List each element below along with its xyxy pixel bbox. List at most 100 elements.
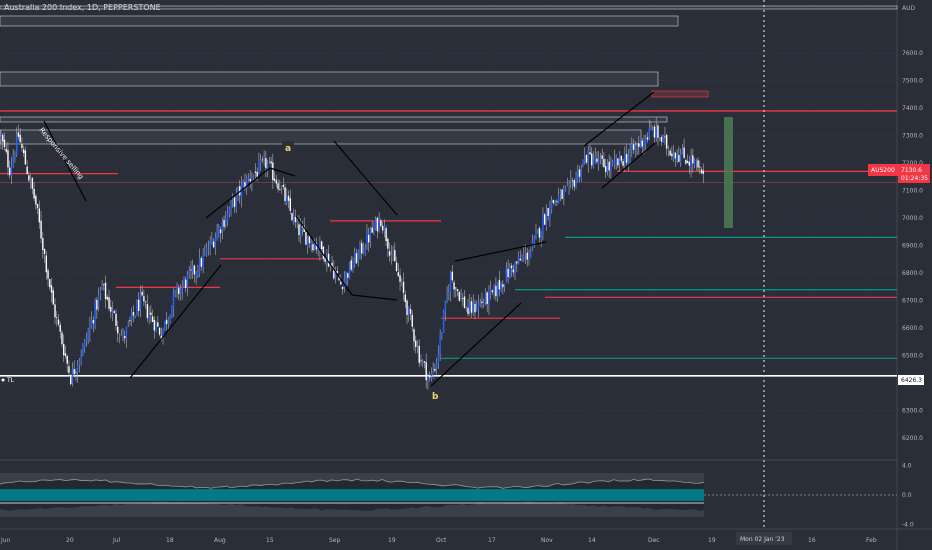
price-tick-label: 7000.0	[902, 215, 923, 222]
candle-body	[228, 209, 230, 215]
candle-body	[137, 299, 140, 311]
candle-body	[634, 146, 636, 152]
candle-body	[178, 288, 180, 294]
candle-body	[80, 356, 82, 361]
target-box[interactable]	[724, 117, 733, 228]
candle-body	[273, 178, 276, 181]
candle-body	[315, 243, 318, 250]
candle-body	[381, 225, 384, 231]
price-axis: 6200.06300.06400.06500.06600.06700.06800…	[902, 50, 923, 442]
candle-body	[310, 242, 312, 245]
candle-body	[578, 169, 581, 177]
candle-body	[514, 262, 516, 275]
candle-body	[216, 231, 218, 241]
oscillator-pane	[0, 473, 897, 517]
candle-body	[380, 220, 382, 227]
candle-body	[87, 331, 89, 341]
candle-body	[198, 257, 201, 274]
candle-body	[568, 182, 570, 186]
candle-body	[638, 143, 640, 147]
candle-body	[68, 366, 70, 373]
candle-body	[298, 224, 300, 236]
candle-body	[7, 150, 9, 168]
candle-body	[549, 209, 551, 219]
candle-body	[376, 217, 379, 232]
candle-body	[0, 135, 2, 140]
candle-body	[151, 316, 154, 322]
candle-body	[674, 152, 677, 159]
candle-body	[162, 329, 164, 338]
candle-body	[165, 319, 168, 325]
candle-body	[658, 138, 661, 140]
candle-body	[303, 225, 305, 232]
candle-body	[439, 335, 441, 354]
candle-body	[535, 231, 537, 236]
candle-body	[430, 373, 433, 377]
candle-body	[664, 136, 666, 138]
candle-body	[169, 317, 171, 321]
candle-body	[127, 322, 129, 326]
candle-body	[688, 161, 691, 166]
wave-a-label: a	[285, 144, 291, 154]
candle-body	[604, 166, 607, 173]
candle-body	[362, 250, 365, 253]
candle-body	[672, 153, 675, 159]
candle-body	[552, 199, 555, 203]
candle-body	[10, 165, 13, 176]
candle-body	[209, 240, 211, 249]
candle-body	[537, 229, 539, 234]
candle-body	[237, 188, 239, 193]
tl-label: TL	[6, 377, 15, 384]
candle-body	[221, 221, 224, 231]
candle-body	[336, 270, 339, 274]
candle-body	[218, 227, 220, 235]
candle-body	[28, 175, 30, 181]
candle-body	[259, 160, 262, 164]
candle-body	[171, 305, 173, 318]
oscillator-tick-label: 0.0	[902, 492, 912, 499]
candle-body	[232, 199, 234, 201]
candle-body	[517, 257, 520, 265]
price-tick-label: 6600.0	[902, 325, 923, 332]
candle-body	[82, 345, 84, 356]
candle-body	[59, 324, 61, 332]
supply-zone	[0, 15, 679, 27]
candle-body	[451, 271, 454, 281]
candle-body	[190, 269, 192, 271]
candle-body	[265, 157, 267, 169]
candle-body	[679, 153, 682, 164]
oscillator-tick-label: -4.0	[902, 521, 914, 528]
price-tick-label: 6300.0	[902, 408, 923, 415]
candle-body	[425, 362, 427, 381]
time-tick-label: 19	[708, 537, 716, 544]
candle-body	[113, 311, 115, 313]
candle-body	[615, 160, 617, 162]
candle-body	[608, 161, 610, 171]
time-tick-label: Oct	[436, 537, 447, 544]
candle-body	[256, 171, 258, 177]
candle-body	[596, 158, 598, 162]
candle-body	[136, 302, 138, 316]
candle-body	[571, 180, 574, 182]
candle-body	[204, 252, 206, 254]
candle-body	[106, 296, 108, 300]
time-tick-label: Dec	[648, 537, 660, 544]
candle-body	[115, 313, 117, 326]
candle-body	[361, 243, 363, 254]
candle-body	[625, 154, 628, 163]
candle-body	[648, 128, 650, 141]
candle-body	[254, 171, 257, 173]
candle-body	[111, 309, 114, 314]
candle-body	[179, 288, 182, 295]
candle-body	[120, 334, 122, 336]
time-tick-label: 16	[808, 537, 816, 544]
candle-body	[130, 312, 133, 320]
candle-body	[21, 144, 23, 148]
candle-body	[308, 235, 311, 244]
candle-body	[244, 182, 246, 188]
candle-body	[442, 311, 445, 334]
candle-body	[252, 174, 255, 178]
candle-body	[272, 162, 274, 181]
